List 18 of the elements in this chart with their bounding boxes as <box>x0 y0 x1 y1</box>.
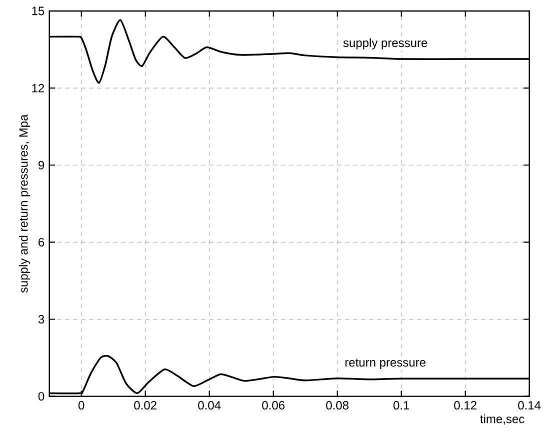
x-tick-label: 0.14 <box>518 401 541 410</box>
y-tick-label: 6 <box>38 238 44 246</box>
y-tick-label: 15 <box>32 6 44 16</box>
y-axis-title: supply and return pressures, Mpa <box>18 114 30 293</box>
y-tick-label: 12 <box>32 84 44 92</box>
x-tick-label: 0.06 <box>262 401 284 410</box>
y-tick-label: 3 <box>38 315 44 324</box>
x-axis-title: time,sec <box>480 414 524 425</box>
x-tick-label: 0.1 <box>393 401 410 410</box>
x-tick-label: 0.12 <box>454 401 476 410</box>
annotation: supply pressure <box>343 38 428 50</box>
x-tick-label: 0.08 <box>326 401 348 410</box>
y-tick-label: 9 <box>38 160 44 170</box>
y-tick-label: 0 <box>38 392 44 401</box>
x-tick-label: 0 <box>78 401 84 410</box>
annotation: return pressure <box>345 358 426 370</box>
x-tick-label: 0.04 <box>198 401 221 410</box>
x-tick-label: 0.02 <box>134 401 156 410</box>
